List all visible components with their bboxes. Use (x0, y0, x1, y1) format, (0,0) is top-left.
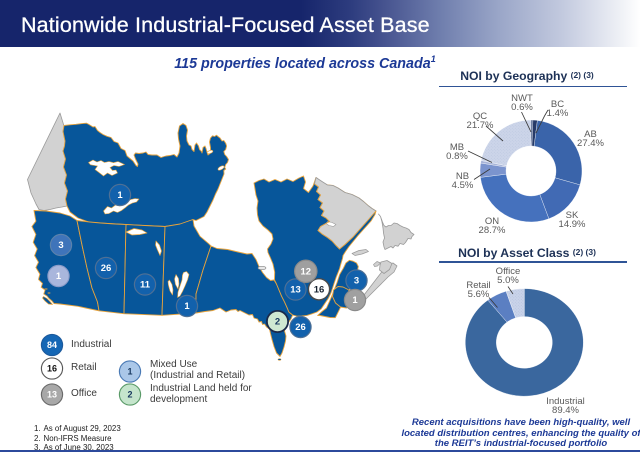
svg-text:16: 16 (314, 285, 325, 296)
svg-text:13: 13 (47, 390, 57, 400)
svg-text:1: 1 (117, 190, 123, 201)
svg-text:1: 1 (352, 295, 358, 306)
svg-text:11: 11 (140, 280, 151, 291)
svg-text:3: 3 (58, 240, 63, 251)
svg-text:26: 26 (101, 263, 112, 274)
svg-text:84: 84 (47, 340, 57, 350)
svg-text:1: 1 (127, 367, 132, 377)
svg-text:16: 16 (47, 364, 57, 374)
svg-text:12: 12 (301, 267, 312, 278)
svg-text:1: 1 (184, 301, 190, 312)
svg-text:2: 2 (127, 390, 132, 400)
svg-text:2: 2 (275, 317, 280, 328)
svg-text:26: 26 (295, 322, 306, 333)
svg-text:3: 3 (354, 276, 359, 287)
svg-text:13: 13 (290, 285, 301, 296)
svg-text:1: 1 (56, 271, 62, 282)
